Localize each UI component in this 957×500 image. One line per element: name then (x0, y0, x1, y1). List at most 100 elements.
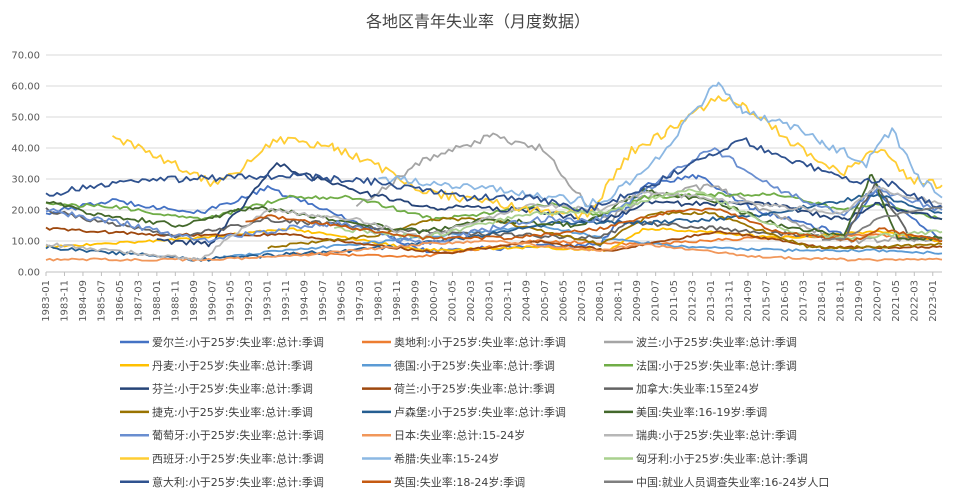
x-tick-label: 2020-07 (872, 280, 883, 322)
x-tick-label: 2003-01 (484, 280, 495, 322)
series-line (111, 95, 943, 221)
x-tick-label: 2017-03 (798, 280, 809, 322)
x-tick-label: 2008-01 (595, 280, 606, 322)
legend-entry-label: 西班牙:小于25岁:失业率:总计:季调 (152, 452, 324, 466)
x-tick-label: 2005-07 (540, 280, 551, 322)
legend-entry-label: 荷兰:小于25岁:失业率:总计:季调 (394, 382, 555, 396)
x-tick-label: 2018-11 (835, 280, 846, 322)
legend-entry-label: 瑞典:小于25岁:失业率:总计:季调 (636, 428, 797, 442)
x-tick-label: 2013-01 (706, 280, 717, 322)
series-line (45, 227, 943, 252)
x-tick-label: 2002-03 (466, 280, 477, 322)
legend-entry-label: 德国:小于25岁:失业率:总计:季调 (394, 358, 555, 372)
series-line (45, 239, 943, 262)
legend-entry-label: 美国:失业率:16-19岁:季调 (636, 405, 767, 419)
series-line (378, 81, 943, 208)
x-tick-label: 2018-01 (817, 280, 828, 322)
legend-entry-label: 希腊:失业率:15-24岁 (394, 452, 499, 466)
series-line (245, 207, 943, 243)
x-tick-label: 2007-03 (577, 280, 588, 322)
x-tick-label: 2019-09 (854, 280, 865, 322)
x-tick-label: 2008-11 (614, 280, 625, 322)
x-tick-label: 1983-01 (41, 280, 52, 322)
x-tick-label: 2016-05 (780, 280, 791, 322)
x-tick-label: 2022-03 (909, 280, 920, 322)
x-tick-label: 1989-09 (189, 280, 200, 322)
series-line (45, 226, 943, 255)
y-tick-label: 10.00 (11, 237, 40, 248)
series-line (289, 233, 943, 258)
legend-entry-label: 卢森堡:小于25岁:失业率:总计:季调 (394, 405, 566, 419)
series-line (45, 181, 943, 241)
y-tick-label: 40.00 (11, 144, 40, 155)
x-tick-label: 1995-07 (318, 280, 329, 322)
legend: 爱尔兰:小于25岁:失业率:总计:季调 奥地利:小于25岁:失业率:总计:季调 波兰… (120, 335, 829, 489)
x-tick-label: 1993-01 (263, 280, 274, 322)
x-tick-label: 2011-05 (669, 280, 680, 322)
legend-entry-label: 加拿大:失业率:15至24岁 (636, 382, 759, 396)
x-tick-label: 1999-09 (410, 280, 421, 322)
legend-entry-label: 法国:小于25岁:失业率:总计:季调 (636, 358, 797, 372)
legend-entry-label: 捷克:小于25岁:失业率:总计:季调 (152, 405, 313, 419)
x-tick-label: 1988-11 (170, 280, 181, 322)
legend-entry-label: 波兰:小于25岁:失业率:总计:季调 (636, 335, 797, 349)
x-tick-label: 2023-01 (928, 280, 939, 322)
series-line (821, 206, 943, 241)
x-tick-label: 2013-11 (725, 280, 736, 322)
series-line (333, 188, 943, 240)
y-tick-label: 70.00 (11, 51, 40, 62)
x-tick-label: 2021-05 (891, 280, 902, 322)
y-tick-label: 20.00 (11, 206, 40, 217)
x-tick-label: 2000-07 (429, 280, 440, 322)
x-tick-label: 1988-01 (152, 280, 163, 322)
x-tick-label: 1990-07 (207, 280, 218, 322)
x-tick-label: 1992-03 (244, 280, 255, 322)
legend-entry-label: 日本:失业率:总计:15-24岁 (394, 428, 525, 442)
x-tick-label: 2004-09 (521, 280, 532, 322)
x-tick-label: 1994-09 (300, 280, 311, 322)
x-tick-label: 2003-11 (503, 280, 514, 322)
legend-entry-label: 意大利:小于25岁:失业率:总计:季调 (152, 475, 324, 489)
x-axis: 1983-01 1983-11 1984-09 1985-07 1986-05 1987-… (41, 271, 942, 322)
x-tick-label: 1996-05 (337, 280, 348, 322)
legend-entry-label: 匈牙利:小于25岁:失业率:总计:季调 (636, 452, 808, 466)
series-line (45, 173, 943, 241)
x-tick-label: 2006-05 (558, 280, 569, 322)
legend-entry-label: 丹麦:小于25岁:失业率:总计:季调 (152, 358, 313, 372)
chart-title: 各地区青年失业率（月度数据） (366, 12, 590, 31)
x-tick-label: 2012-03 (688, 280, 699, 322)
plot-area (45, 81, 943, 262)
x-tick-label: 2001-05 (447, 280, 458, 322)
series-line (223, 223, 943, 258)
y-tick-label: 30.00 (11, 175, 40, 186)
x-tick-label: 2010-07 (651, 280, 662, 322)
x-tick-label: 2014-09 (743, 280, 754, 322)
x-tick-label: 1987-03 (133, 280, 144, 322)
x-tick-label: 2009-09 (632, 280, 643, 322)
legend-entry-label: 爱尔兰:小于25岁:失业率:总计:季调 (152, 335, 324, 349)
legend-entry-label: 英国:失业率:18-24岁:季调 (394, 475, 525, 489)
x-tick-label: 1985-07 (96, 280, 107, 322)
y-tick-label: 60.00 (11, 82, 40, 93)
y-axis: 0.00 10.00 20.00 30.00 40.00 50.00 60.00 70.00 (11, 51, 40, 279)
x-tick-label: 1998-11 (392, 280, 403, 322)
x-tick-label: 1993-11 (281, 280, 292, 322)
y-tick-label: 50.00 (11, 113, 40, 124)
legend-entry-label: 芬兰:小于25岁:失业率:总计:季调 (152, 382, 313, 396)
series-line (45, 191, 943, 222)
legend-entry-label: 奥地利:小于25岁:失业率:总计:季调 (394, 335, 566, 349)
x-tick-label: 1998-01 (374, 280, 385, 322)
series-line (45, 147, 943, 245)
legend-entry-label: 葡萄牙:小于25岁:失业率:总计:季调 (152, 428, 324, 442)
series-line (45, 137, 943, 214)
x-tick-label: 1983-11 (59, 280, 70, 322)
x-tick-label: 1997-03 (355, 280, 366, 322)
legend-entry-label: 中国:就业人员调查失业率:16-24岁人口 (636, 475, 829, 489)
x-tick-label: 1991-05 (226, 280, 237, 322)
x-tick-label: 2015-07 (761, 280, 772, 322)
x-tick-label: 1986-05 (115, 280, 126, 322)
x-tick-label: 1984-09 (78, 280, 89, 322)
y-tick-label: 0.00 (18, 268, 40, 279)
series-line (45, 185, 943, 261)
